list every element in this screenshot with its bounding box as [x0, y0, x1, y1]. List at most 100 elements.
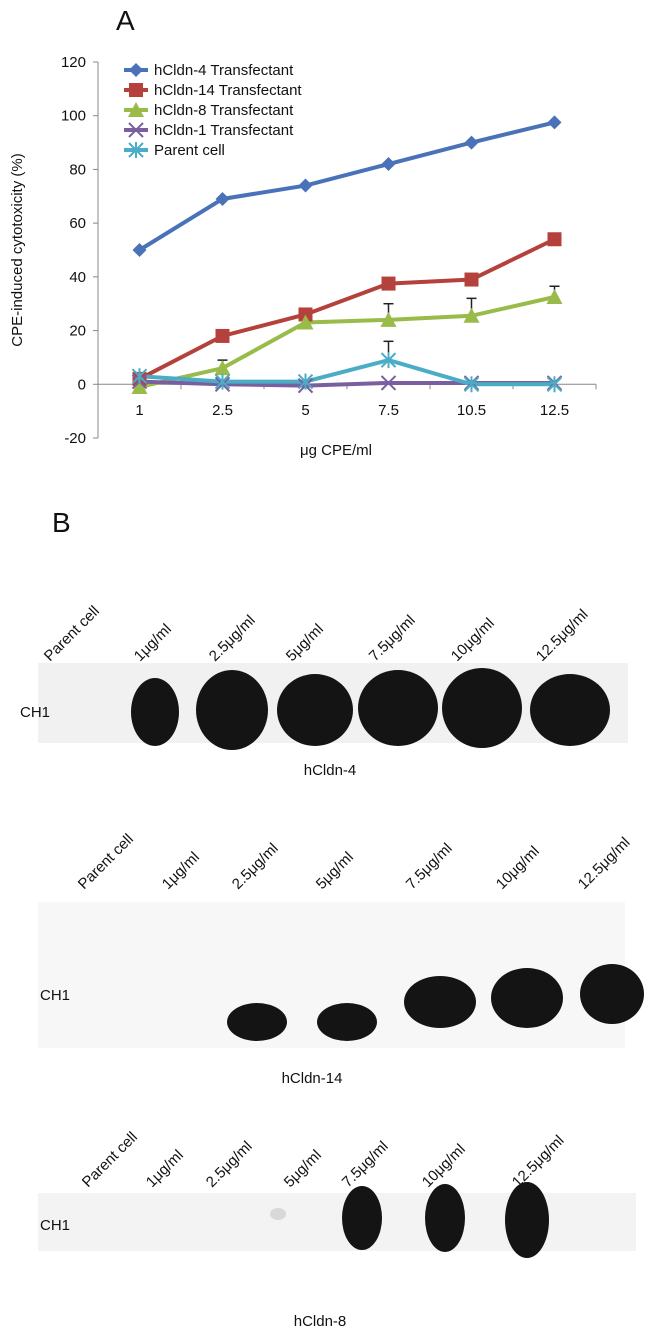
blot-band	[505, 1182, 549, 1258]
legend-marker	[128, 102, 144, 117]
series-line	[139, 358, 555, 387]
x-tick-label: 7.5	[378, 402, 399, 419]
data-point	[131, 368, 148, 385]
data-point	[380, 311, 397, 327]
legend-label: hCldn-1 Transfectant	[154, 122, 294, 139]
lane-label: 12.5μg/ml	[575, 834, 634, 893]
lane-label: Parent cell	[41, 603, 103, 665]
blot-band	[425, 1184, 465, 1252]
data-point	[297, 373, 314, 390]
y-tick-label: 120	[61, 54, 86, 71]
lane-label: 10μg/ml	[493, 843, 543, 893]
legend-label: Parent cell	[154, 142, 225, 159]
blot-band	[580, 964, 644, 1024]
lane-label: 2.5μg/ml	[203, 1138, 256, 1191]
blot-caption: hCldn-8	[294, 1313, 347, 1330]
blot-band	[342, 1186, 382, 1250]
data-point	[464, 135, 479, 150]
data-point	[215, 191, 230, 206]
series-line	[138, 120, 555, 252]
blot-band	[442, 668, 522, 748]
data-point	[380, 352, 397, 369]
y-tick-label: -20	[64, 430, 86, 447]
series-line	[138, 237, 556, 381]
blot-band	[277, 674, 353, 746]
data-point	[547, 115, 562, 130]
lane-label: 10μg/ml	[419, 1141, 469, 1191]
lane-label: 1μg/ml	[131, 621, 175, 665]
legend-marker	[128, 142, 144, 158]
data-point	[463, 307, 480, 323]
legend-marker	[129, 83, 143, 97]
data-point	[298, 178, 313, 193]
x-axis-label: μg CPE/ml	[300, 442, 372, 459]
lane-label: 5μg/ml	[283, 621, 327, 665]
blot-band	[404, 976, 476, 1028]
blot-band	[227, 1003, 287, 1041]
x-tick-label: 1	[135, 402, 143, 419]
lane-label: 10μg/ml	[448, 615, 498, 665]
lane-label: Parent cell	[79, 1129, 141, 1191]
data-point	[546, 376, 563, 393]
lane-label: 1μg/ml	[143, 1147, 187, 1191]
x-tick-label: 12.5	[540, 402, 569, 419]
lane-label: 2.5μg/ml	[206, 612, 259, 665]
x-tick-label: 2.5	[212, 402, 233, 419]
lane-label: 5μg/ml	[281, 1147, 325, 1191]
row-label: CH1	[40, 1217, 70, 1234]
blot-band	[270, 1208, 286, 1220]
lane-label: 12.5μg/ml	[533, 606, 592, 665]
data-point	[381, 157, 396, 172]
series-line	[139, 295, 555, 389]
blot-caption: hCldn-14	[282, 1070, 343, 1087]
blot-band	[530, 674, 610, 746]
data-point	[214, 360, 231, 376]
lane-label: 5μg/ml	[313, 849, 357, 893]
data-point	[298, 307, 313, 322]
y-tick-label: 60	[69, 215, 86, 232]
data-point	[464, 272, 479, 287]
blot-caption: hCldn-4	[304, 762, 357, 779]
y-tick-label: 20	[69, 323, 86, 340]
blot-band	[131, 678, 179, 746]
data-point	[131, 378, 148, 394]
lane-label: 7.5μg/ml	[403, 840, 456, 893]
blot-band	[358, 670, 438, 746]
blot-band	[196, 670, 268, 750]
data-point	[214, 373, 231, 390]
data-point	[546, 289, 563, 304]
legend-label: hCldn-4 Transfectant	[154, 62, 294, 79]
y-tick-label: 40	[69, 269, 86, 286]
lane-label: 7.5μg/ml	[339, 1138, 392, 1191]
data-point	[297, 314, 314, 330]
panel-label: A	[116, 5, 135, 36]
panel-label: B	[52, 507, 71, 538]
x-tick-label: 10.5	[457, 402, 486, 419]
lane-label: 1μg/ml	[159, 849, 203, 893]
data-point	[463, 376, 480, 393]
y-tick-label: 80	[69, 161, 86, 178]
data-point	[215, 328, 230, 343]
data-point	[547, 232, 562, 247]
y-tick-label: 100	[61, 108, 86, 125]
blot-band	[491, 968, 563, 1028]
blot-band	[317, 1003, 377, 1041]
legend-marker	[128, 122, 144, 138]
data-point	[132, 243, 147, 257]
lane-label: 12.5μg/ml	[509, 1132, 568, 1191]
y-axis-label: CPE-induced cytotoxicity (%)	[9, 153, 26, 346]
legend-label: hCldn-14 Transfectant	[154, 82, 302, 99]
lane-label: 7.5μg/ml	[366, 612, 419, 665]
row-label: CH1	[40, 987, 70, 1004]
lane-label: Parent cell	[75, 831, 137, 893]
legend-marker	[129, 63, 143, 77]
legend-label: hCldn-8 Transfectant	[154, 102, 294, 119]
marker-stroke	[128, 122, 144, 138]
y-tick-label: 0	[78, 376, 86, 393]
x-tick-label: 5	[301, 402, 309, 419]
marker-stroke	[380, 375, 397, 391]
data-point	[380, 375, 397, 391]
lane-label: 2.5μg/ml	[229, 840, 282, 893]
data-point	[381, 276, 396, 291]
